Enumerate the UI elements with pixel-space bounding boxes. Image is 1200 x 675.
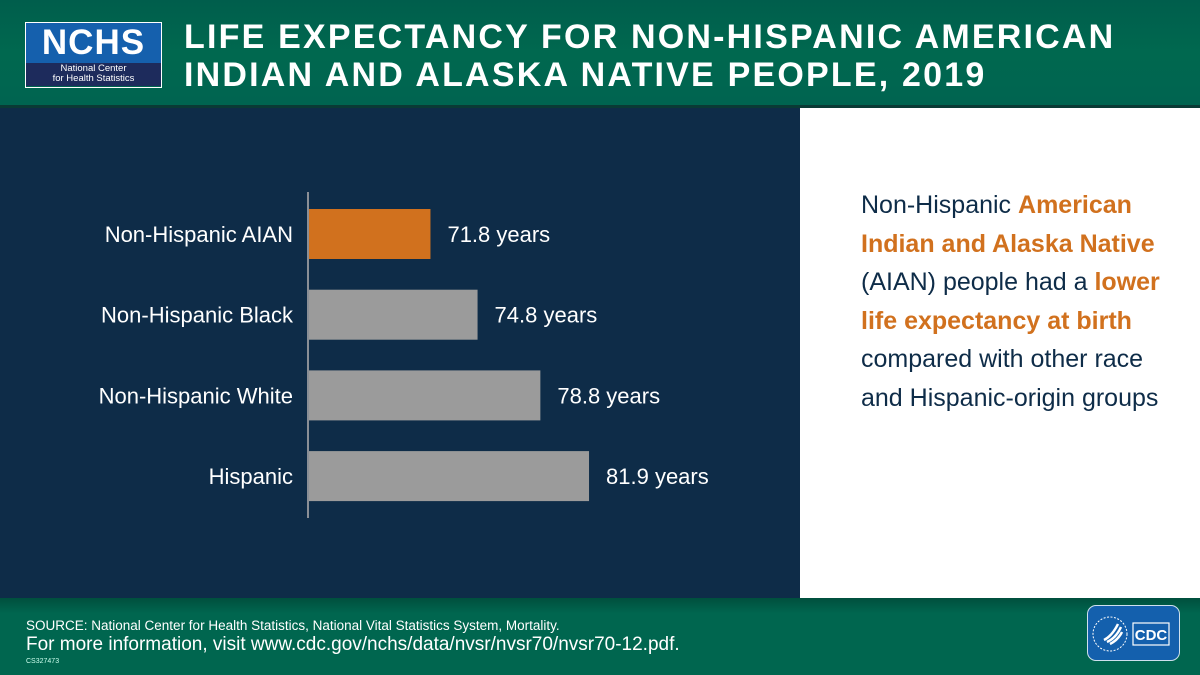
msg-part: compared with other race and Hispanic-or… <box>861 345 1159 412</box>
logo-line1: National Center <box>60 63 127 74</box>
msg-part: Non-Hispanic <box>861 191 1019 219</box>
chart-panel: Non-Hispanic AIAN 71.8 years Non-Hispanic … <box>0 108 800 598</box>
category-label: Hispanic <box>209 464 293 489</box>
message-text: Non-Hispanic American Indian and Alaska … <box>861 186 1181 418</box>
logo-line2: for Health Statistics <box>52 73 135 84</box>
page-title: LIFE EXPECTANCY FOR NON-HISPANIC AMERICA… <box>184 18 1115 94</box>
data-label: 71.8 years <box>447 222 550 247</box>
footer: SOURCE: National Center for Health Stati… <box>0 598 1200 675</box>
header: NCHS National Center for Health Statistic… <box>0 0 1200 108</box>
more-info-text: For more information, visit www.cdc.gov/… <box>26 634 680 655</box>
message-panel: Non-Hispanic American Indian and Alaska … <box>800 108 1200 598</box>
bar <box>308 451 590 502</box>
bar-chart: Non-Hispanic AIAN 71.8 years Non-Hispanic … <box>99 192 709 518</box>
title-line2: INDIAN AND ALASKA NATIVE PEOPLE, 2019 <box>184 56 987 94</box>
hhs-eagle-icon: CDC <box>1092 616 1170 652</box>
publication-code: CS327473 <box>26 658 60 665</box>
source-text: SOURCE: National Center for Health Stati… <box>26 618 560 633</box>
title-line1: LIFE EXPECTANCY FOR NON-HISPANIC AMERICA… <box>184 18 1116 56</box>
bar <box>308 289 478 340</box>
logo-subtitle: National Center for Health Statistics <box>26 63 161 86</box>
data-label: 78.8 years <box>557 383 660 408</box>
nchs-logo: NCHS National Center for Health Statistic… <box>25 22 162 88</box>
msg-highlight: American Indian and Alaska Native <box>861 191 1155 258</box>
msg-part: (AIAN) people had a <box>861 268 1095 297</box>
bar <box>308 209 431 259</box>
data-label: 81.9 years <box>606 464 709 489</box>
data-label: 74.8 years <box>495 303 598 328</box>
category-label: Non-Hispanic White <box>99 383 293 408</box>
cdc-wordmark: CDC <box>1135 627 1168 644</box>
logo-abbr: NCHS <box>26 23 161 63</box>
bar <box>308 370 541 421</box>
cdc-logo: CDC <box>1087 605 1180 661</box>
msg-highlight: lower life expectancy at birth <box>861 268 1160 335</box>
category-label: Non-Hispanic Black <box>101 303 294 328</box>
category-label: Non-Hispanic AIAN <box>105 222 293 247</box>
